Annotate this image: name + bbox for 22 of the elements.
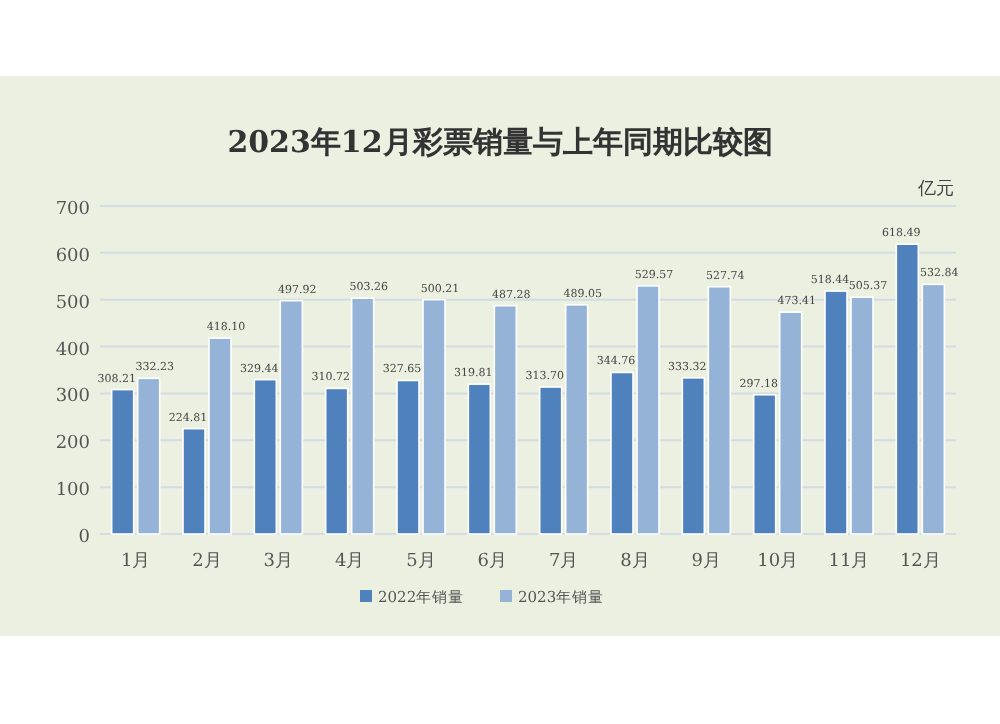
x-tick-label: 6月 bbox=[477, 552, 508, 572]
y-tick-label: 600 bbox=[55, 246, 91, 267]
text: 亿元 bbox=[916, 178, 954, 200]
y-tick-label: 0 bbox=[78, 528, 91, 548]
y-tick-label: 100 bbox=[55, 481, 91, 502]
y-tick-label: 200 bbox=[55, 434, 91, 455]
chart-title: 2023年12月彩票销量与上年同期比较图 bbox=[227, 124, 773, 160]
x-tick-label: 12月 bbox=[899, 552, 941, 572]
x-tick-label: 2月 bbox=[192, 552, 222, 572]
y-tick-label: 400 bbox=[55, 340, 91, 361]
x-tick-label: 10月 bbox=[757, 552, 799, 572]
x-tick-label: 11月 bbox=[828, 552, 870, 572]
x-tick-label: 4月 bbox=[334, 552, 365, 572]
x-tick-label: 1月 bbox=[120, 552, 151, 572]
x-tick-label: 8月 bbox=[620, 552, 650, 572]
y-tick-label: 700 bbox=[55, 200, 91, 220]
y-tick-label: 500 bbox=[55, 293, 91, 314]
x-tick-label: 9月 bbox=[691, 552, 722, 572]
x-tick-label: 3月 bbox=[263, 552, 294, 572]
x-tick-label: 5月 bbox=[406, 552, 436, 572]
x-tick-label: 7月 bbox=[548, 552, 579, 572]
y-tick-label: 300 bbox=[55, 387, 91, 408]
